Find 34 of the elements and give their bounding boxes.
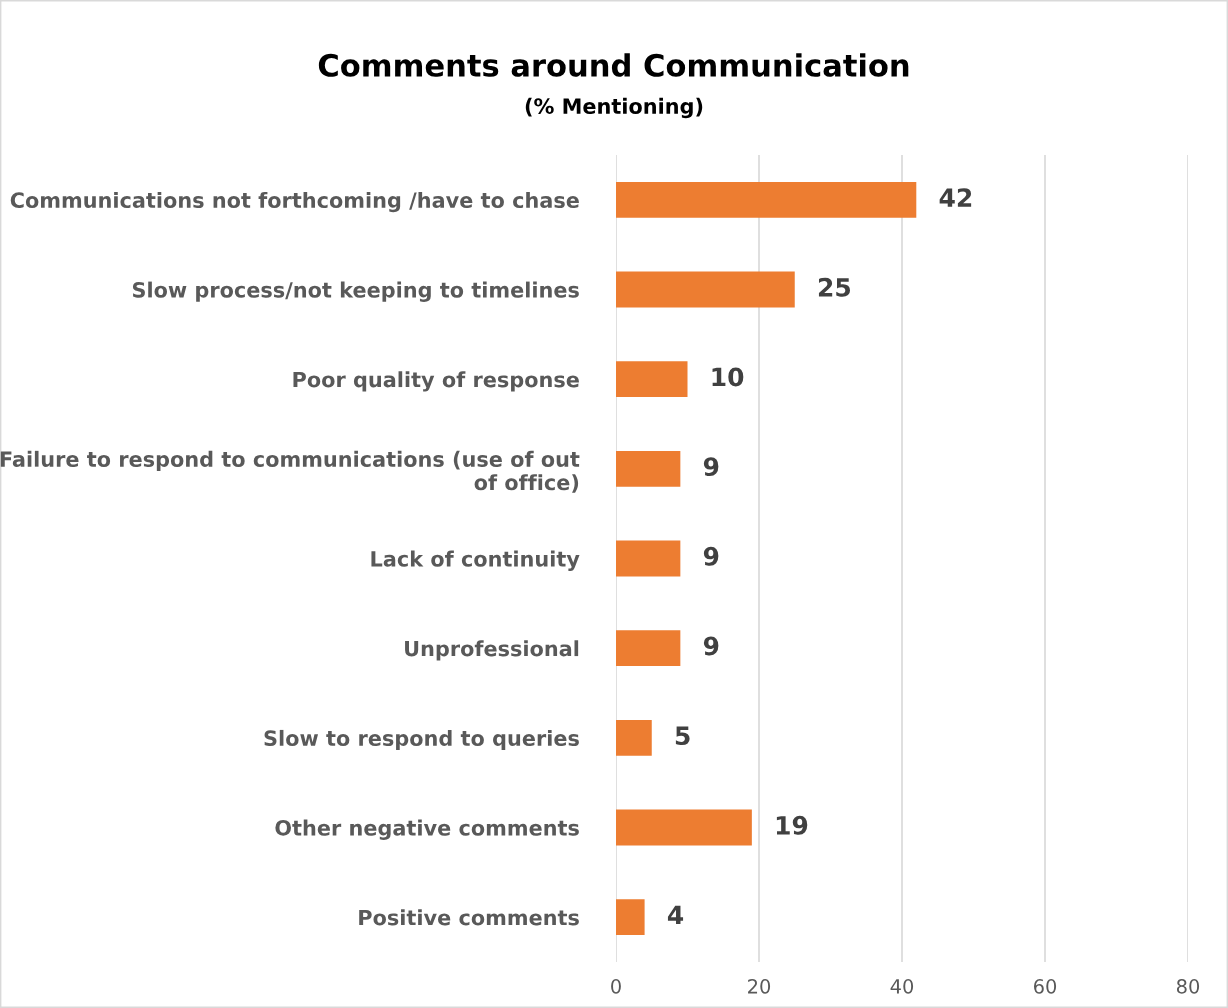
- chart-subtitle: (% Mentioning): [525, 97, 703, 119]
- x-tick-label: 40: [890, 979, 914, 994]
- data-label: 4: [667, 905, 684, 925]
- bar: [616, 719, 652, 756]
- data-label: 5: [675, 726, 690, 746]
- y-tick-label: Unprofessional: [405, 640, 579, 661]
- bar: [616, 450, 681, 487]
- data-label: 25: [818, 277, 851, 297]
- y-tick-label: Positive comments: [359, 909, 579, 926]
- data-label: 10: [712, 367, 744, 387]
- bar: [616, 271, 795, 308]
- bar: [616, 181, 917, 218]
- y-tick-label: Poor quality of response: [293, 371, 579, 392]
- x-tick-label: 0: [611, 979, 621, 994]
- data-label: 9: [703, 546, 719, 566]
- bar: [616, 540, 681, 577]
- y-tick-label: Communications not forthcoming /have to chase: [10, 191, 579, 213]
- chart-title: Comments around Communication: [318, 53, 909, 77]
- data-label: 9: [703, 636, 719, 656]
- x-tick-label: 20: [748, 979, 771, 994]
- bar: [616, 809, 752, 846]
- data-label: 9: [703, 457, 719, 477]
- data-label: 19: [776, 815, 808, 835]
- y-tick-label: Slow to respond to queries: [264, 729, 579, 751]
- y-tick-label: Other negative comments: [275, 819, 579, 840]
- bar: [616, 630, 681, 667]
- bar: [616, 899, 645, 936]
- bar: [616, 361, 688, 398]
- y-tick-label: Slow process/not keeping to timelines: [132, 281, 579, 302]
- data-label: 42: [939, 188, 972, 207]
- x-tick-label: 80: [1176, 979, 1200, 994]
- y-tick-label: Failure to respond to communications (use of out of office): [0, 450, 580, 493]
- y-tick-label: Lack of continuity: [371, 550, 580, 571]
- x-tick-label: 60: [1033, 979, 1057, 994]
